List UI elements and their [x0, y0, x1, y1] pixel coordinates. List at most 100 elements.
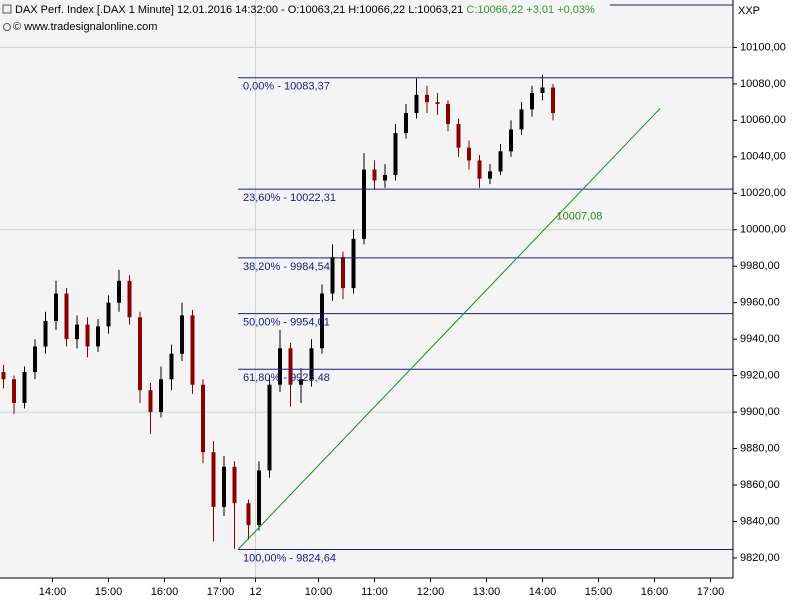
x-tick-label: 16:00 — [641, 586, 669, 598]
candle-body — [445, 103, 450, 124]
y-tick-label: 9820,00 — [740, 552, 780, 564]
x-tick-label: 17:00 — [207, 586, 235, 598]
fib-label: 38,20% - 9984,54 — [243, 261, 330, 273]
candle-body — [137, 317, 142, 391]
chart-subtitle: © www.tradesignalonline.com — [13, 21, 157, 33]
plot-area — [0, 0, 733, 578]
grid — [0, 0, 733, 578]
candle-body — [53, 293, 58, 321]
y-tick-label: 10000,00 — [740, 224, 786, 236]
candle-body — [64, 293, 69, 340]
x-tick-label: 13:00 — [473, 586, 501, 598]
candle-body — [414, 94, 419, 114]
candle-body — [382, 175, 387, 181]
x-tick-label: 17:00 — [697, 586, 725, 598]
candle-body — [43, 320, 48, 347]
chart-title: DAX Perf. Index [.DAX 1 Minute] 12.01.20… — [15, 4, 595, 16]
candle-body — [456, 123, 461, 148]
fib-label: 50,00% - 9954,01 — [243, 317, 330, 329]
candle-body — [1, 371, 6, 380]
candle-body — [340, 257, 345, 289]
x-tick-label: 16:00 — [151, 586, 179, 598]
candle-body — [487, 171, 492, 179]
x-tick-label: 12 — [249, 586, 261, 598]
fib-label: 100,00% - 9824,64 — [243, 552, 336, 564]
candle-body — [148, 390, 153, 413]
y-tick-label: 10020,00 — [740, 187, 786, 199]
candle-body — [403, 113, 408, 134]
y-tick-label: 9860,00 — [740, 479, 780, 491]
candle-body — [221, 466, 226, 507]
title-text: DAX Perf. Index [.DAX 1 Minute] 12.01.20… — [15, 4, 463, 16]
header-icon — [2, 4, 12, 14]
candle-body — [330, 257, 335, 294]
candle-body — [288, 348, 293, 385]
header-icon — [3, 23, 11, 31]
fib-label: 23,60% - 10022,31 — [243, 192, 336, 204]
candle-body — [519, 109, 524, 130]
y-tick-label: 9960,00 — [740, 297, 780, 309]
marks: 0,00% - 10083,37 23,60% - 10022,31 38,20% … — [1, 74, 733, 564]
candle-body — [309, 348, 314, 380]
fib-label: 61,80% - 9923,48 — [243, 372, 330, 384]
candle-body — [319, 293, 324, 349]
candle-body — [477, 160, 482, 179]
y-tick-label: 9840,00 — [740, 515, 780, 527]
x-tick-label: 15:00 — [585, 586, 613, 598]
candle-body — [179, 315, 184, 354]
candle-body — [361, 169, 366, 239]
candle-body — [200, 384, 205, 453]
y-tick-label: 10060,00 — [740, 114, 786, 126]
candle-body — [267, 384, 272, 471]
x-tick-label: 11:00 — [361, 586, 388, 598]
candle-body — [498, 151, 503, 172]
y-tick-label: 9940,00 — [740, 333, 780, 345]
candle-body — [22, 371, 27, 403]
x-tick-label: 14:00 — [529, 586, 557, 598]
candle-body — [424, 94, 429, 103]
candle-body — [32, 346, 37, 372]
y-tick-label: 9980,00 — [740, 260, 780, 272]
candle-body — [529, 92, 534, 110]
trendline-label: 10007,08 — [556, 211, 602, 223]
candle-body — [85, 324, 90, 347]
candle-body — [211, 452, 216, 507]
candle-body — [116, 280, 121, 303]
x-tick-label: 10:00 — [305, 586, 333, 598]
candle-body — [158, 379, 163, 413]
candle-body — [256, 470, 261, 526]
candle-body — [435, 102, 440, 104]
candle-body — [298, 379, 303, 385]
candle-body — [540, 87, 545, 93]
candle-body — [277, 348, 282, 385]
candle-body — [550, 87, 555, 114]
candle-body — [169, 353, 174, 380]
y-tick-label: 9880,00 — [740, 442, 780, 454]
x-tick-label: 15:00 — [95, 586, 123, 598]
candle-body — [466, 147, 471, 161]
y-tick-label: 9900,00 — [740, 406, 780, 418]
candle-body — [393, 133, 398, 176]
x-tick-label: 12:00 — [417, 586, 445, 598]
candle-body — [232, 466, 237, 504]
candle-body — [351, 238, 356, 289]
title-change: C:10066,22 +3,01 +0,03% — [466, 4, 595, 16]
candle-body — [74, 324, 79, 340]
candle-body — [95, 326, 100, 347]
candle-body — [508, 129, 513, 152]
x-tick-label: 14:00 — [39, 586, 67, 598]
y-tick-label: 9920,00 — [740, 370, 780, 382]
candle-body — [127, 280, 132, 318]
candle-body — [372, 169, 377, 181]
y-tick-label: 10040,00 — [740, 151, 786, 163]
fib-label: 0,00% - 10083,37 — [243, 81, 330, 93]
trendline — [237, 108, 661, 550]
y-tick-label: 10080,00 — [740, 78, 786, 90]
candle-body — [246, 503, 251, 526]
candle-body — [190, 315, 195, 385]
y-tick-label: 10100,00 — [740, 41, 786, 53]
axis-name: XXP — [738, 5, 760, 17]
candle-body — [106, 302, 111, 327]
